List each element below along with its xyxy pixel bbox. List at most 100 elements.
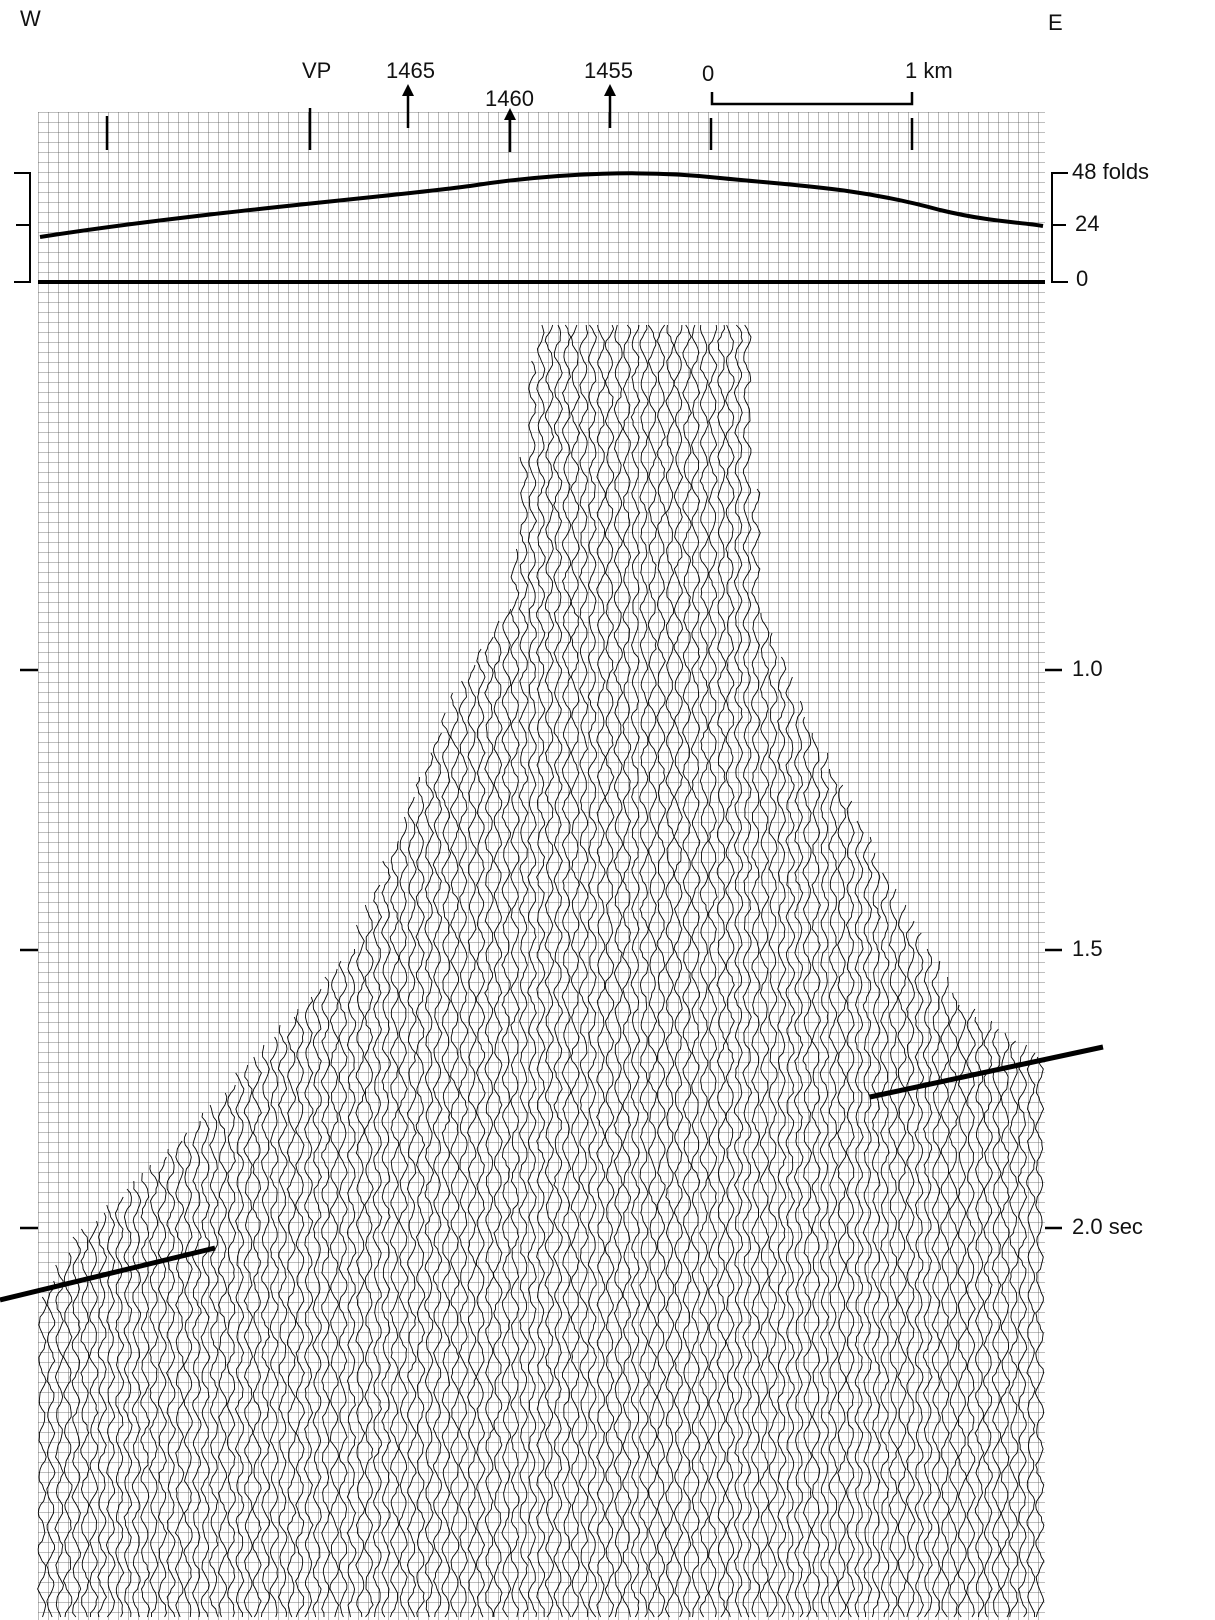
trace-wiggle	[398, 816, 409, 1618]
trace-wiggle	[217, 1092, 228, 1618]
trace-wiggle	[785, 676, 796, 1618]
trace-wiggle	[243, 1064, 254, 1618]
trace-wiggle	[871, 852, 881, 1618]
trace-wiggle	[295, 1008, 305, 1618]
arrow-heads	[402, 84, 616, 120]
trace-wiggle	[123, 1188, 133, 1618]
trace-wiggle	[406, 796, 417, 1618]
seismic-traces	[37, 324, 1045, 1618]
trace-wiggle	[226, 1084, 237, 1618]
fold-label: 48 folds	[1072, 159, 1149, 184]
trace-wiggle	[570, 324, 581, 1618]
trace-wiggle	[484, 636, 495, 1618]
trace-wiggle	[389, 840, 400, 1618]
trace-wiggle	[346, 948, 357, 1618]
trace-wiggle	[501, 608, 512, 1618]
trace-wiggle	[46, 1280, 56, 1618]
trace-wiggle	[37, 1296, 47, 1618]
vp-mark: 1460	[485, 86, 534, 111]
trace-wiggle	[1017, 1044, 1028, 1618]
trace-wiggle	[131, 1180, 142, 1618]
trace-wiggle	[888, 888, 899, 1618]
trace-wiggle	[922, 948, 933, 1618]
trace-wiggle	[639, 324, 649, 1618]
trace-wiggle	[682, 324, 692, 1618]
trace-wiggle	[690, 324, 701, 1618]
trace-wiggle	[664, 324, 675, 1618]
trace-wiggle	[802, 716, 813, 1618]
trace-wiggle	[905, 920, 916, 1618]
time-label: 1.0	[1072, 656, 1103, 681]
trace-wiggle	[914, 932, 925, 1618]
trace-wiggle	[166, 1148, 176, 1618]
trace-wiggle	[613, 324, 624, 1618]
trace-wiggle	[80, 1228, 90, 1618]
trace-wiggle	[536, 324, 546, 1618]
trace-wiggle	[338, 960, 348, 1618]
trace-wiggle	[467, 664, 477, 1618]
trace-wiggle	[97, 1212, 108, 1618]
trace-wiggle	[811, 732, 821, 1618]
trace-wiggle	[656, 324, 667, 1618]
vp-label: VP	[302, 58, 331, 83]
trace-wiggle	[673, 324, 684, 1618]
trace-wiggle	[269, 1036, 279, 1618]
trace-wiggle	[372, 884, 383, 1618]
grid	[38, 112, 1045, 1620]
horizon-line	[0, 1044, 1104, 1303]
trace-wiggle	[596, 324, 606, 1618]
trace-wiggle	[518, 456, 529, 1618]
trace-wiggle	[458, 680, 469, 1618]
trace-wiggle	[1009, 1040, 1019, 1618]
trace-wiggle	[303, 996, 314, 1618]
trace-wiggle	[578, 324, 589, 1618]
trace-wiggle	[115, 1196, 125, 1618]
trace-wiggle	[192, 1120, 202, 1618]
time-label: 1.5	[1072, 936, 1103, 961]
trace-wiggle	[759, 612, 770, 1618]
trace-wiggle	[604, 324, 615, 1618]
trace-wiggle	[768, 632, 778, 1618]
trace-wiggle	[88, 1220, 99, 1618]
trace-wiggle	[432, 732, 443, 1618]
trace-wiggle	[733, 324, 744, 1618]
trace-wiggle	[561, 324, 572, 1618]
trace-wiggle	[854, 820, 864, 1618]
trace-wiggle	[441, 712, 452, 1618]
trace-wiggle	[897, 904, 907, 1618]
trace-wiggle	[716, 324, 727, 1618]
trace-wiggle	[544, 324, 555, 1618]
trace-wiggle	[725, 324, 735, 1618]
trace-wiggle	[312, 988, 323, 1618]
header-marks	[105, 92, 914, 152]
trace-wiggle	[234, 1072, 245, 1618]
trace-wiggle	[492, 620, 503, 1618]
trace-wiggle	[777, 656, 787, 1618]
trace-wiggle	[183, 1132, 194, 1618]
trace-wiggle	[209, 1104, 219, 1618]
trace-wiggle	[320, 976, 331, 1618]
trace-wiggle	[828, 768, 839, 1618]
trace-wiggle	[381, 860, 392, 1618]
fold-label: 0	[1076, 266, 1088, 291]
fold-curve	[39, 171, 1044, 239]
trace-wiggle	[750, 488, 761, 1618]
trace-wiggle	[983, 1020, 993, 1618]
trace-wiggle	[742, 324, 753, 1618]
trace-wiggle	[991, 1028, 1002, 1618]
trace-wiggle	[862, 836, 873, 1618]
trace-wiggle	[793, 700, 804, 1618]
trace-wiggle	[527, 360, 538, 1618]
trace-wiggle	[965, 1008, 976, 1618]
trace-wiggle	[363, 904, 374, 1618]
trace-wiggle	[329, 968, 340, 1618]
trace-wiggle	[157, 1156, 168, 1618]
vp-mark: 1455	[584, 58, 633, 83]
trace-wiggle	[510, 548, 520, 1618]
trace-wiggle	[140, 1172, 150, 1618]
trace-wiggle	[174, 1140, 185, 1618]
trace-wiggle	[957, 1004, 967, 1618]
fold-brackets	[14, 172, 1068, 283]
trace-wiggle	[587, 324, 598, 1618]
